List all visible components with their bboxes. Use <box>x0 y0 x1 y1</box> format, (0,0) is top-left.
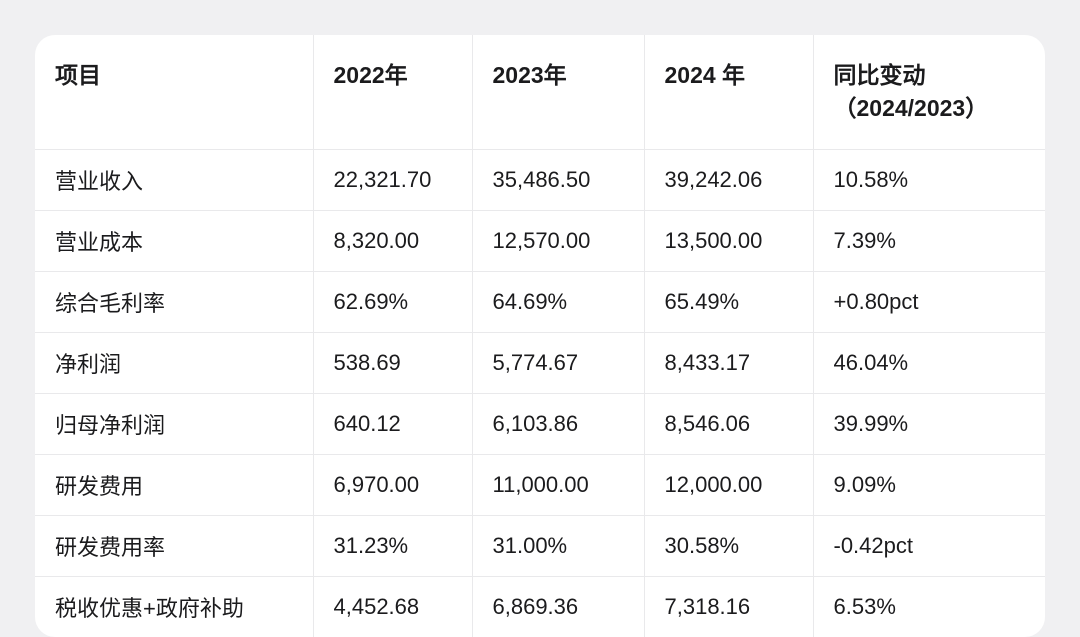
cell-yoy: 46.04% <box>813 333 1045 394</box>
column-header-2024: 2024 年 <box>644 35 813 150</box>
cell-2023: 5,774.67 <box>472 333 644 394</box>
cell-2022: 640.12 <box>313 394 472 455</box>
row-label: 综合毛利率 <box>35 272 313 333</box>
cell-2022: 22,321.70 <box>313 150 472 211</box>
cell-2024: 39,242.06 <box>644 150 813 211</box>
cell-2023: 35,486.50 <box>472 150 644 211</box>
cell-2022: 538.69 <box>313 333 472 394</box>
cell-2024: 13,500.00 <box>644 211 813 272</box>
cell-2024: 8,546.06 <box>644 394 813 455</box>
cell-2024: 65.49% <box>644 272 813 333</box>
cell-yoy: 39.99% <box>813 394 1045 455</box>
table-row-revenue: 营业收入 22,321.70 35,486.50 39,242.06 10.58… <box>35 150 1045 211</box>
cell-2022: 6,970.00 <box>313 455 472 516</box>
cell-2023: 11,000.00 <box>472 455 644 516</box>
table-row-gross-margin: 综合毛利率 62.69% 64.69% 65.49% +0.80pct <box>35 272 1045 333</box>
cell-yoy: +0.80pct <box>813 272 1045 333</box>
cell-2024: 12,000.00 <box>644 455 813 516</box>
column-header-2023: 2023年 <box>472 35 644 150</box>
row-label: 研发费用率 <box>35 516 313 577</box>
financial-table-card: 项目 2022年 2023年 2024 年 同比变动 （2024/2023） 营业… <box>35 35 1045 637</box>
cell-yoy: 9.09% <box>813 455 1045 516</box>
header-row: 项目 2022年 2023年 2024 年 同比变动 （2024/2023） <box>35 35 1045 150</box>
cell-2022: 62.69% <box>313 272 472 333</box>
table-row-net-profit: 净利润 538.69 5,774.67 8,433.17 46.04% <box>35 333 1045 394</box>
cell-2024: 8,433.17 <box>644 333 813 394</box>
cell-2022: 8,320.00 <box>313 211 472 272</box>
row-label: 归母净利润 <box>35 394 313 455</box>
table-row-rd-expense-rate: 研发费用率 31.23% 31.00% 30.58% -0.42pct <box>35 516 1045 577</box>
cell-yoy: 7.39% <box>813 211 1045 272</box>
financial-table: 项目 2022年 2023年 2024 年 同比变动 （2024/2023） 营业… <box>35 35 1045 637</box>
column-header-2022: 2022年 <box>313 35 472 150</box>
cell-2023: 12,570.00 <box>472 211 644 272</box>
cell-2023: 64.69% <box>472 272 644 333</box>
table-row-rd-expense: 研发费用 6,970.00 11,000.00 12,000.00 9.09% <box>35 455 1045 516</box>
row-label: 营业成本 <box>35 211 313 272</box>
table-row-cost: 营业成本 8,320.00 12,570.00 13,500.00 7.39% <box>35 211 1045 272</box>
cell-yoy: -0.42pct <box>813 516 1045 577</box>
cell-2022: 31.23% <box>313 516 472 577</box>
column-header-item: 项目 <box>35 35 313 150</box>
row-label: 净利润 <box>35 333 313 394</box>
row-label: 营业收入 <box>35 150 313 211</box>
table-row-attributable-net-profit: 归母净利润 640.12 6,103.86 8,546.06 39.99% <box>35 394 1045 455</box>
cell-2024: 30.58% <box>644 516 813 577</box>
column-header-yoy: 同比变动 （2024/2023） <box>813 35 1045 150</box>
yoy-header-line1: 同比变动 <box>834 62 926 88</box>
cell-2023: 31.00% <box>472 516 644 577</box>
cell-yoy: 10.58% <box>813 150 1045 211</box>
yoy-header-line2: （2024/2023） <box>834 95 989 121</box>
row-label: 研发费用 <box>35 455 313 516</box>
cell-2023: 6,103.86 <box>472 394 644 455</box>
